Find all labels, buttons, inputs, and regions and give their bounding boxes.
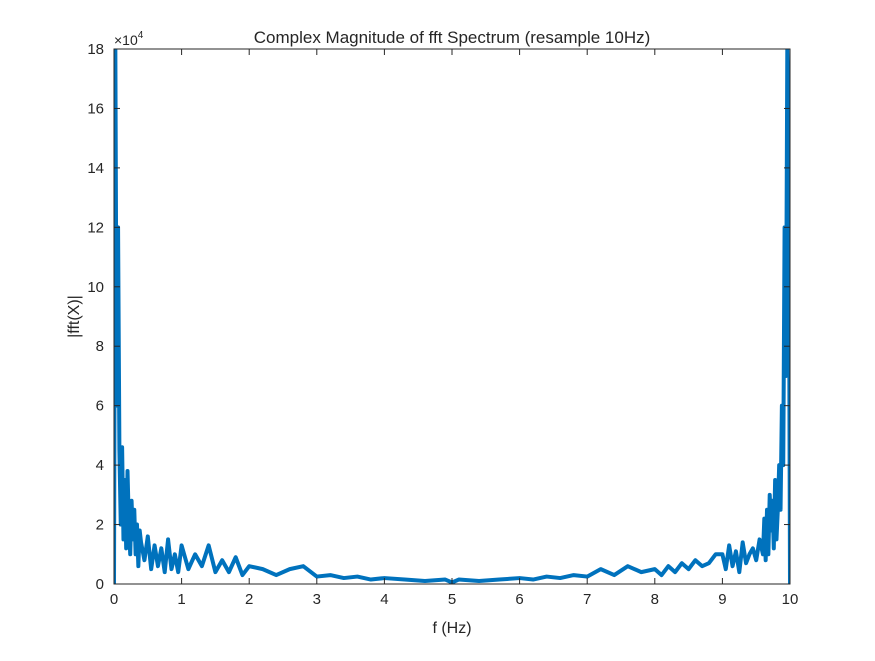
y-tick-label: 0: [96, 576, 104, 593]
x-tick-label: 4: [380, 591, 388, 608]
x-tick-label: 0: [110, 591, 118, 608]
y-tick-label: 6: [96, 398, 104, 415]
plot-area-background: [114, 49, 790, 584]
y-tick-label: 18: [87, 41, 104, 58]
y-axis-ticks: 0 2 4 6 8 10 12 14 16 18: [87, 41, 790, 593]
y-axis-exponent: ×104: [114, 30, 144, 48]
x-tick-label: 7: [583, 591, 591, 608]
x-tick-label: 5: [448, 591, 456, 608]
y-axis-label: |fft(X)|: [66, 295, 83, 338]
y-tick-label: 16: [87, 100, 104, 117]
x-tick-label: 9: [718, 591, 726, 608]
y-tick-label: 8: [96, 338, 104, 355]
y-exponent-power: 4: [138, 30, 144, 41]
x-axis-ticks: 0 1 2 3 4 5 6 7 8 9 10: [110, 49, 799, 608]
x-axis-label: f (Hz): [432, 620, 471, 637]
y-tick-label: 12: [87, 219, 104, 236]
x-tick-label: 8: [651, 591, 659, 608]
y-tick-label: 2: [96, 517, 104, 534]
chart-title: Complex Magnitude of fft Spectrum (resam…: [254, 28, 651, 47]
x-tick-label: 3: [313, 591, 321, 608]
y-tick-label: 14: [87, 160, 104, 177]
x-tick-label: 1: [177, 591, 185, 608]
y-tick-label: 4: [96, 457, 104, 474]
y-tick-label: 10: [87, 279, 104, 296]
x-tick-label: 10: [782, 591, 799, 608]
y-exponent-base: ×10: [114, 32, 138, 48]
x-tick-label: 6: [515, 591, 523, 608]
x-tick-label: 2: [245, 591, 253, 608]
